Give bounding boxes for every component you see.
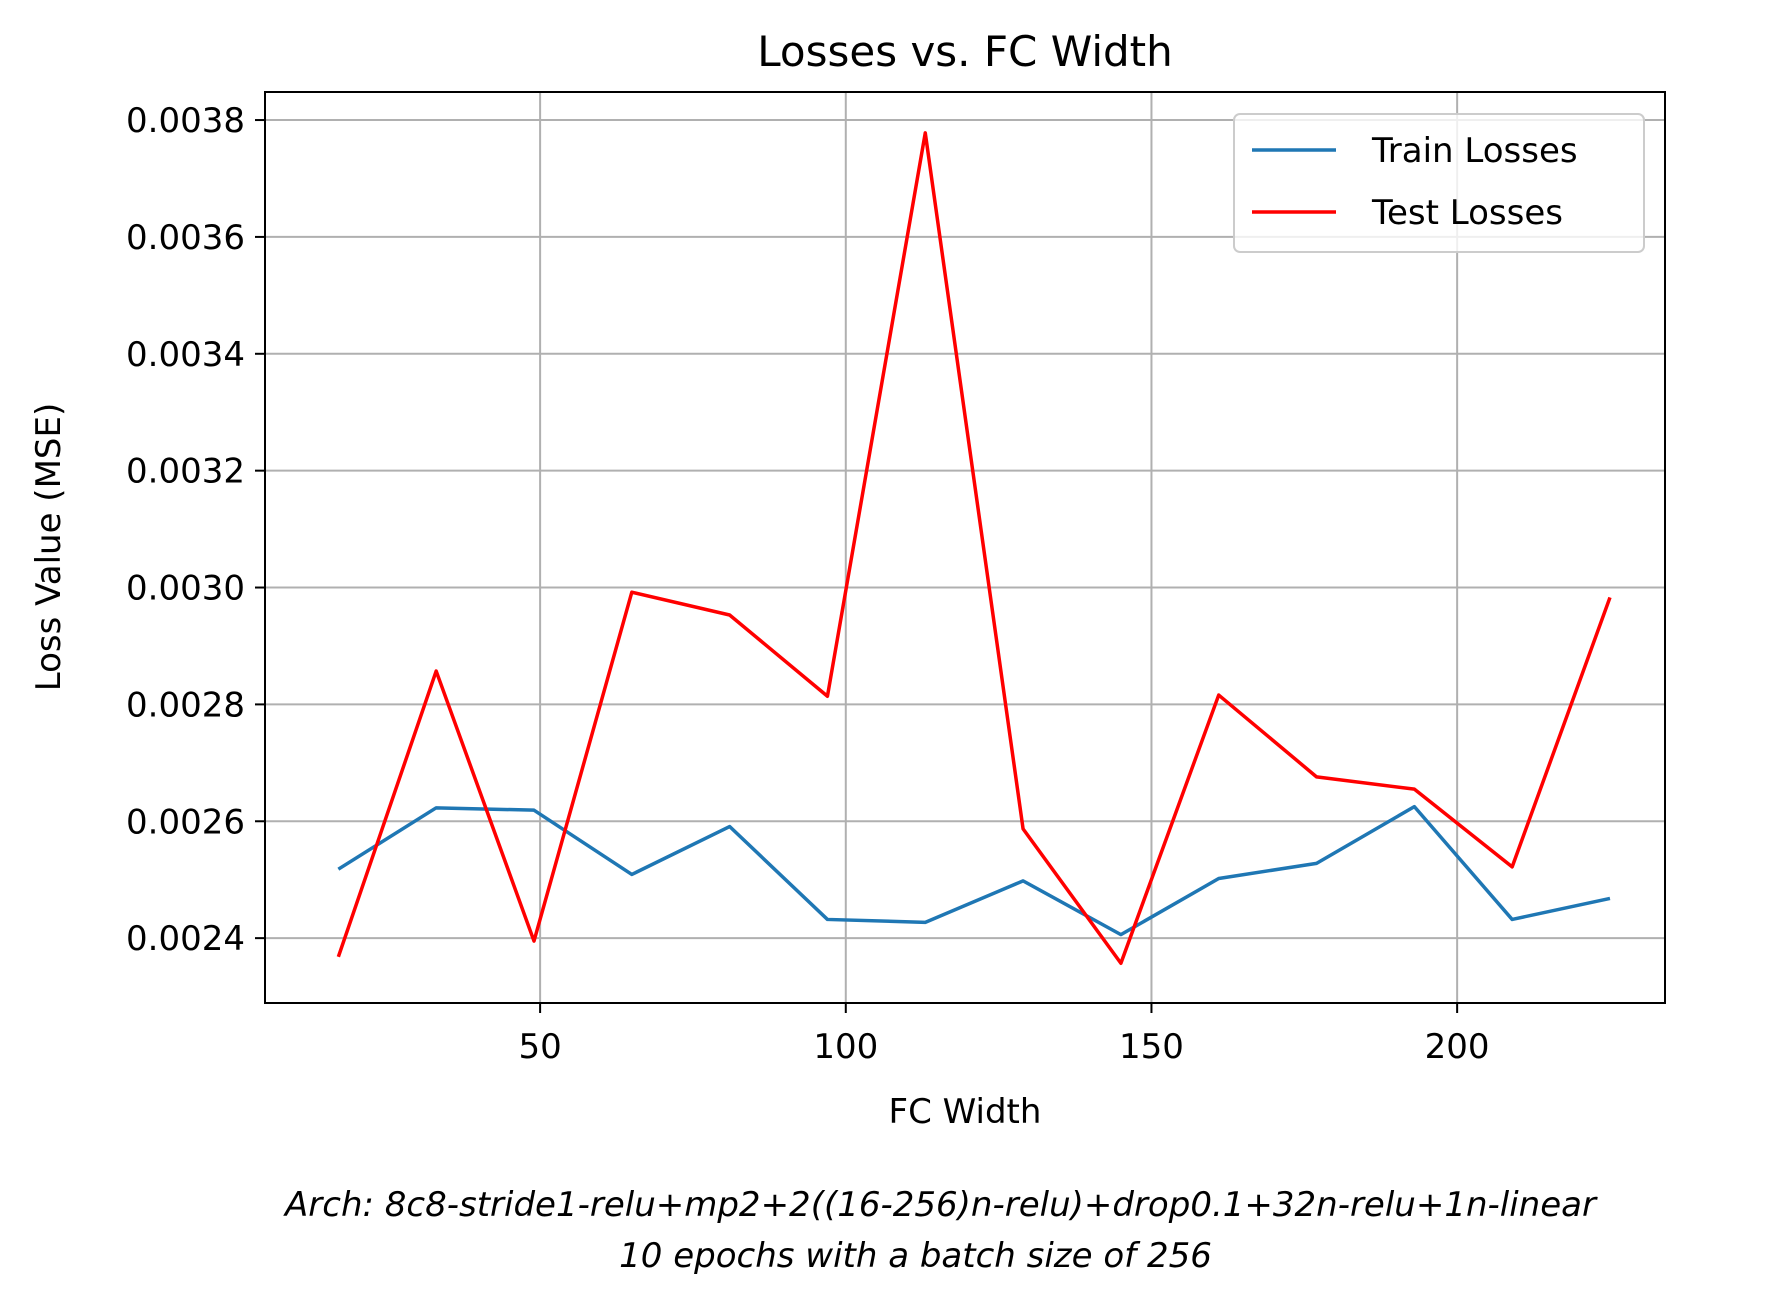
legend-label-train-losses: Train Losses xyxy=(1371,131,1578,171)
series-lines xyxy=(336,131,1612,966)
y-tick-label: 0.0028 xyxy=(126,685,245,725)
x-axis-ticks: 50 100 150 200 xyxy=(518,1003,1490,1067)
x-axis-label: FC Width xyxy=(889,1092,1042,1132)
legend-box xyxy=(1233,113,1645,253)
plot-frame xyxy=(264,91,1666,1004)
caption-architecture: Arch: 8c8-stride1-relu+mp2+2((16-256)n-r… xyxy=(285,1185,1596,1225)
x-tick-label: 200 xyxy=(1425,1027,1490,1067)
legend-label-test-losses: Test Losses xyxy=(1371,193,1563,233)
x-tick-label: 150 xyxy=(1119,1027,1184,1067)
gridlines xyxy=(265,92,1665,1003)
y-axis-label: Loss Value (MSE) xyxy=(29,403,69,692)
y-tick-label: 0.0038 xyxy=(126,101,245,141)
y-axis-ticks: 0.0024 0.0026 0.0028 0.0030 0.0032 0.0034 0.00… xyxy=(126,101,265,959)
figure-caption: Arch: 8c8-stride1-relu+mp2+2((16-256)n-r… xyxy=(0,1180,1771,1282)
chart-title: Losses vs. FC Width xyxy=(757,27,1173,76)
caption-training: 10 epochs with a batch size of 256 xyxy=(619,1236,1212,1276)
y-tick-label: 0.0026 xyxy=(126,802,245,842)
train-losses-line xyxy=(337,804,1611,937)
x-tick-label: 100 xyxy=(813,1027,878,1067)
y-tick-label: 0.0030 xyxy=(126,569,245,609)
y-tick-label: 0.0036 xyxy=(126,218,245,258)
x-tick-label: 50 xyxy=(518,1027,561,1067)
test-losses-line xyxy=(336,131,1612,966)
y-tick-label: 0.0034 xyxy=(126,335,245,375)
legend: Train Losses Test Losses xyxy=(1233,113,1645,253)
y-tick-label: 0.0032 xyxy=(126,452,245,492)
y-tick-label: 0.0024 xyxy=(126,919,245,959)
